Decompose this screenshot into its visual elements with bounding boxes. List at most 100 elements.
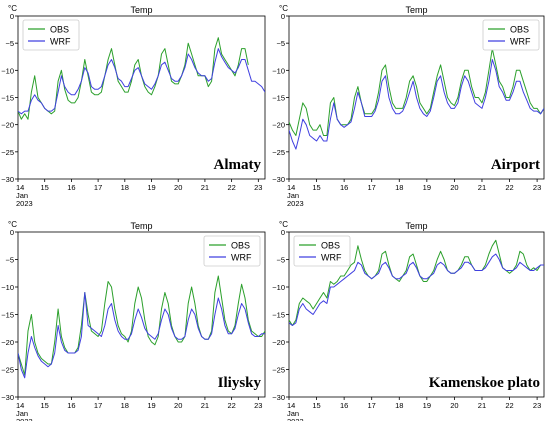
y-unit-label: °C: [279, 4, 288, 13]
y-unit-label: °C: [279, 220, 288, 229]
legend-label-wrf: WRF: [50, 37, 71, 47]
x-tick-label: 15: [312, 183, 320, 192]
x-tick-label: 14: [287, 183, 295, 192]
x-tick-sublabel: Jan: [16, 191, 28, 200]
legend: OBS WRF: [482, 19, 540, 51]
y-unit-label: °C: [8, 220, 17, 229]
y-tick-label: −30: [272, 175, 285, 184]
chart-panel-4: Temp °C −30 −25 −20 −15 −10 −5 0 14 15 16 17 18 19 20 21…: [272, 220, 545, 426]
series-line-obs: [289, 239, 544, 326]
x-tick-label: 20: [450, 401, 458, 410]
x-tick-label: 21: [201, 183, 209, 192]
x-tick-label: 22: [505, 401, 513, 410]
x-tick-label: 22: [227, 183, 235, 192]
y-tick-label: 0: [10, 228, 14, 237]
series-line-wrf: [289, 59, 544, 150]
legend: OBS WRF: [203, 235, 261, 267]
x-tick-sublabel: Jan: [287, 409, 299, 418]
x-tick-sublabel: 2023: [287, 199, 304, 208]
x-tick-label: 14: [287, 401, 295, 410]
y-tick-label: −10: [1, 66, 14, 75]
y-tick-label: −15: [1, 94, 14, 103]
x-tick-label: 17: [94, 401, 102, 410]
x-tick-label: 18: [395, 401, 403, 410]
x-tick-label: 16: [340, 183, 348, 192]
chart-panel-3: Temp °C −30 −25 −20 −15 −10 −5 0 14 15 16 17 18 19 20 21…: [1, 220, 266, 426]
y-tick-label: −25: [272, 366, 285, 375]
y-tick-label: 0: [281, 12, 285, 21]
x-tick-label: 19: [147, 183, 155, 192]
legend-label-wrf: WRF: [510, 37, 531, 47]
x-tick-label: 19: [147, 401, 155, 410]
y-tick-label: −15: [272, 311, 285, 320]
x-tick-label: 18: [395, 183, 403, 192]
y-tick-label: −5: [5, 256, 14, 265]
chart-title: Temp: [405, 221, 427, 231]
y-tick-label: −20: [272, 338, 285, 347]
legend-label-wrf: WRF: [231, 253, 252, 263]
x-tick-label: 20: [450, 183, 458, 192]
series-line-wrf: [18, 48, 265, 115]
x-tick-label: 22: [505, 183, 513, 192]
legend-label-obs: OBS: [50, 25, 69, 35]
x-tick-label: 20: [174, 183, 182, 192]
y-tick-label: −10: [1, 283, 14, 292]
legend-label-wrf: WRF: [321, 253, 342, 263]
series-line-obs: [18, 275, 265, 376]
x-tick-label: 23: [533, 183, 541, 192]
x-tick-label: 15: [41, 183, 49, 192]
y-tick-label: −30: [272, 393, 285, 402]
y-tick-label: −10: [272, 283, 285, 292]
chart-panel-1: Temp °C −30 −25 −20 −15 −10 −5 0 14 15 16 17 18 19 20 21…: [1, 4, 266, 208]
y-tick-label: −5: [5, 39, 14, 48]
x-tick-label: 15: [312, 401, 320, 410]
station-label: Airport: [491, 157, 540, 173]
y-tick-label: −15: [272, 94, 285, 103]
x-tick-label: 18: [121, 183, 129, 192]
series-line-wrf: [18, 292, 265, 379]
x-tick-label: 19: [423, 401, 431, 410]
y-unit-label: °C: [8, 4, 17, 13]
x-tick-label: 17: [368, 401, 376, 410]
x-tick-label: 21: [478, 183, 486, 192]
legend: OBS WRF: [293, 235, 351, 267]
series-line-wrf: [289, 253, 544, 326]
x-tick-label: 19: [423, 183, 431, 192]
y-tick-label: −20: [272, 121, 285, 130]
station-label: Almaty: [214, 157, 262, 173]
x-tick-label: 16: [340, 401, 348, 410]
legend-box: [22, 19, 80, 51]
legend-box: [203, 235, 261, 267]
chart-title: Temp: [405, 5, 427, 15]
legend: OBS WRF: [22, 19, 80, 51]
y-tick-label: −30: [1, 393, 14, 402]
y-tick-label: −30: [1, 175, 14, 184]
x-tick-sublabel: 2023: [16, 417, 33, 421]
y-tick-label: 0: [281, 228, 285, 237]
legend-label-obs: OBS: [231, 241, 250, 251]
x-tick-label: 18: [121, 401, 129, 410]
x-tick-label: 23: [533, 401, 541, 410]
x-tick-sublabel: 2023: [287, 417, 304, 421]
chart-title: Temp: [130, 221, 152, 231]
chart-title: Temp: [130, 5, 152, 15]
x-tick-label: 21: [478, 401, 486, 410]
x-tick-label: 20: [174, 401, 182, 410]
y-tick-label: −10: [272, 66, 285, 75]
x-tick-label: 15: [41, 401, 49, 410]
x-tick-sublabel: 2023: [16, 199, 33, 208]
legend-box: [293, 235, 351, 267]
x-tick-label: 16: [67, 401, 75, 410]
legend-box: [482, 19, 540, 51]
chart-panel-2: Temp °C −30 −25 −20 −15 −10 −5 0 14 15 16 17 18 19 20 21…: [272, 4, 545, 208]
x-tick-label: 23: [254, 401, 262, 410]
y-tick-label: 0: [10, 12, 14, 21]
x-tick-label: 21: [201, 401, 209, 410]
x-tick-label: 16: [67, 183, 75, 192]
x-tick-label: 23: [254, 183, 262, 192]
y-tick-label: −5: [276, 39, 285, 48]
y-tick-label: −15: [1, 311, 14, 320]
y-tick-label: −20: [1, 338, 14, 347]
